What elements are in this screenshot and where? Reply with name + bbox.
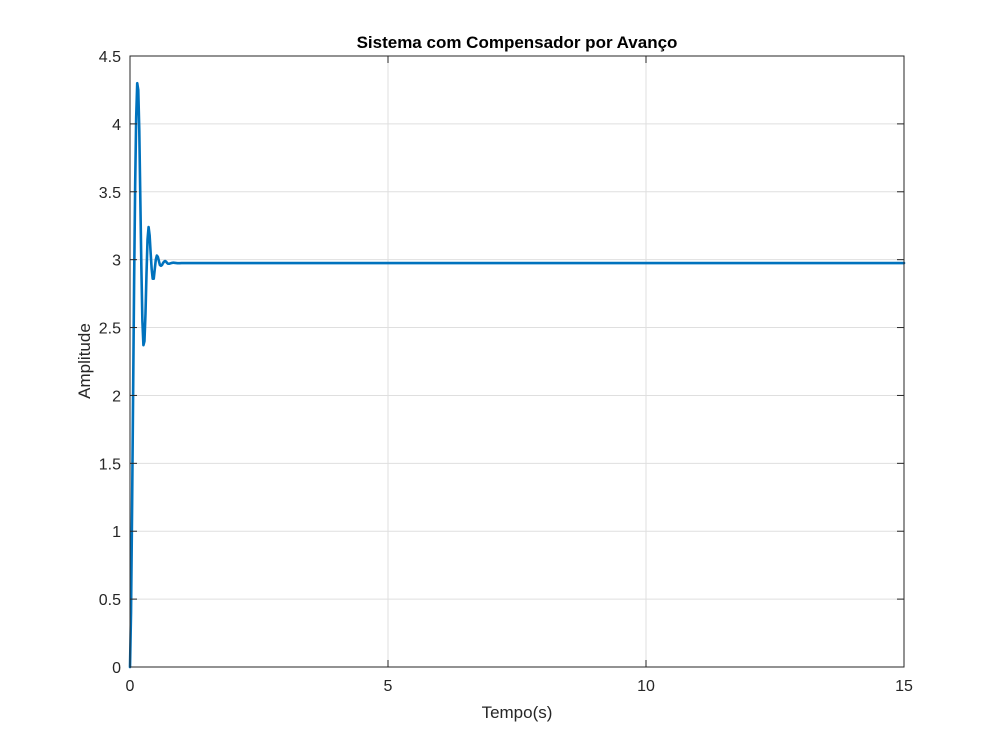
y-tick-label: 2.5: [99, 321, 121, 338]
x-axis-label: Tempo(s): [482, 703, 553, 722]
y-tick-label: 4.5: [99, 49, 121, 66]
y-tick-label: 1: [112, 524, 121, 541]
plot-area: [130, 56, 904, 667]
plot-frame: [129, 55, 905, 668]
y-tick-label: 0: [112, 660, 121, 677]
x-tick-label: 5: [384, 678, 393, 695]
x-tick-label: 0: [126, 678, 135, 695]
y-tick-label: 1.5: [99, 456, 121, 473]
tick-marks: [129, 55, 905, 668]
y-tick-label: 2: [112, 388, 121, 405]
x-tick-labels: 0 5 10 15: [126, 678, 913, 695]
step-response-line: [128, 81, 906, 669]
y-tick-label: 0.5: [99, 592, 121, 609]
chart-title: Sistema com Compensador por Avanço: [357, 33, 678, 52]
y-tick-label: 3: [112, 253, 121, 270]
data-layer: [128, 81, 906, 669]
y-tick-label: 4: [112, 117, 121, 134]
y-tick-label: 3.5: [99, 185, 121, 202]
y-axis-label: Amplitude: [75, 323, 94, 399]
x-tick-label: 15: [895, 678, 913, 695]
y-tick-labels: 0 0.5 1 1.5 2 2.5 3 3.5 4 4.5: [99, 49, 121, 677]
grid-lines: [130, 56, 904, 667]
x-tick-label: 10: [637, 678, 655, 695]
